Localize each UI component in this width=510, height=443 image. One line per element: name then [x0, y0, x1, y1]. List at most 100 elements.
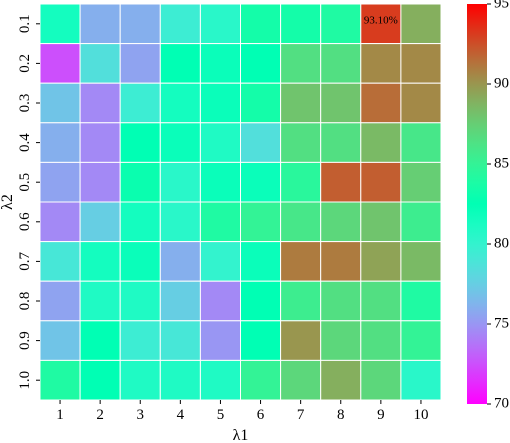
colorbar-tick-label: 75 [494, 315, 509, 331]
heatmap-cell [240, 122, 282, 163]
heatmap-cell [320, 3, 362, 45]
heatmap-cell [280, 82, 322, 124]
heatmap-cell [400, 359, 442, 401]
y-tick-label: 1.0 [17, 371, 33, 390]
heatmap-cell [119, 161, 161, 203]
heatmap-cell [119, 3, 161, 45]
heatmap-cell [400, 122, 442, 163]
heatmap-cell [119, 122, 161, 163]
heatmap-cell [320, 161, 362, 203]
heatmap-cell [400, 320, 442, 361]
heatmap-cell [39, 161, 81, 203]
heatmap-cell [159, 161, 201, 203]
heatmap-cell [39, 359, 81, 401]
x-tick-labels: 1 2 3 4 5 6 7 8 9 10 [56, 400, 428, 423]
heatmap-cell [159, 43, 201, 84]
heatmap-cell [360, 122, 402, 163]
heatmap-cell [79, 161, 121, 203]
heatmap-cell [400, 3, 442, 45]
cell-annotations: 93.10% [364, 14, 398, 26]
heatmap-cell [280, 320, 322, 361]
heatmap-cell [159, 122, 201, 163]
x-tick-label: 6 [257, 407, 265, 423]
x-tick-label: 5 [217, 407, 225, 423]
heatmap-cell [280, 359, 322, 401]
heatmap-cell [400, 82, 442, 124]
heatmap-cell [79, 280, 121, 322]
x-tick-label: 2 [96, 407, 104, 423]
heatmap-cell [119, 201, 161, 243]
heatmap-cell [119, 82, 161, 124]
y-tick-label: 0.8 [17, 292, 33, 311]
heatmap-cell [400, 280, 442, 322]
heatmap-cell [320, 241, 362, 282]
heatmap-cell [119, 320, 161, 361]
heatmap-cell [79, 122, 121, 163]
heatmap-cell [400, 161, 442, 203]
heatmap-cell [79, 359, 121, 401]
heatmap-cell [159, 201, 201, 243]
heatmap-cell [240, 82, 282, 124]
heatmap-cell [199, 82, 241, 124]
x-tick-label: 8 [337, 407, 345, 423]
heatmap-cell [280, 241, 322, 282]
cell-annotation: 93.10% [364, 14, 398, 26]
heatmap-cell [360, 43, 402, 84]
heatmap-cell [199, 122, 241, 163]
y-axis-label: λ2 [0, 194, 16, 210]
heatmap-cell [320, 122, 362, 163]
y-tick-label: 0.2 [17, 54, 33, 73]
x-tick-label: 1 [56, 407, 64, 423]
heatmap-cell [159, 82, 201, 124]
heatmap-cell [159, 3, 201, 45]
heatmap-cells [39, 3, 442, 401]
heatmap-cell [79, 201, 121, 243]
heatmap-cell [400, 201, 442, 243]
heatmap-cell [360, 161, 402, 203]
heatmap-cell [280, 201, 322, 243]
heatmap-cell [39, 241, 81, 282]
heatmap-cell [79, 241, 121, 282]
heatmap-cell [39, 3, 81, 45]
heatmap-cell [320, 82, 362, 124]
heatmap-cell [360, 3, 402, 45]
y-tick-label: 0.1 [17, 14, 33, 33]
x-tick-label: 10 [413, 407, 428, 423]
heatmap-cell [360, 241, 402, 282]
heatmap-cell [79, 3, 121, 45]
heatmap-cell [119, 280, 161, 322]
heatmap-cell [360, 280, 402, 322]
heatmap-cell [39, 320, 81, 361]
colorbar-gradient [467, 4, 487, 404]
heatmap-cell [360, 359, 402, 401]
heatmap-cell [199, 280, 241, 322]
y-tick-label: 0.7 [17, 252, 33, 271]
heatmap-cell [159, 280, 201, 322]
heatmap-cell [39, 201, 81, 243]
x-axis-label: λ1 [233, 427, 249, 443]
heatmap-cell [79, 320, 121, 361]
heatmap-cell [320, 43, 362, 84]
heatmap-cell [240, 201, 282, 243]
heatmap-cell [119, 241, 161, 282]
y-tick-label: 0.9 [17, 331, 33, 350]
heatmap-cell [199, 161, 241, 203]
heatmap-cell [39, 43, 81, 84]
y-tick-label: 0.3 [17, 94, 33, 113]
colorbar: 70 75 80 85 90 95 [467, 0, 509, 411]
heatmap-cell [199, 201, 241, 243]
x-tick-label: 3 [137, 407, 145, 423]
heatmap-cell [280, 3, 322, 45]
heatmap-cell [320, 280, 362, 322]
heatmap-cell [79, 82, 121, 124]
heatmap-cell [199, 359, 241, 401]
heatmap-cell [280, 280, 322, 322]
heatmap-cell [159, 359, 201, 401]
heatmap-cell [240, 359, 282, 401]
heatmap-cell [159, 320, 201, 361]
heatmap-cell [240, 3, 282, 45]
colorbar-tick-label: 90 [494, 75, 509, 91]
heatmap-cell [280, 43, 322, 84]
colorbar-tick-label: 95 [494, 0, 509, 11]
